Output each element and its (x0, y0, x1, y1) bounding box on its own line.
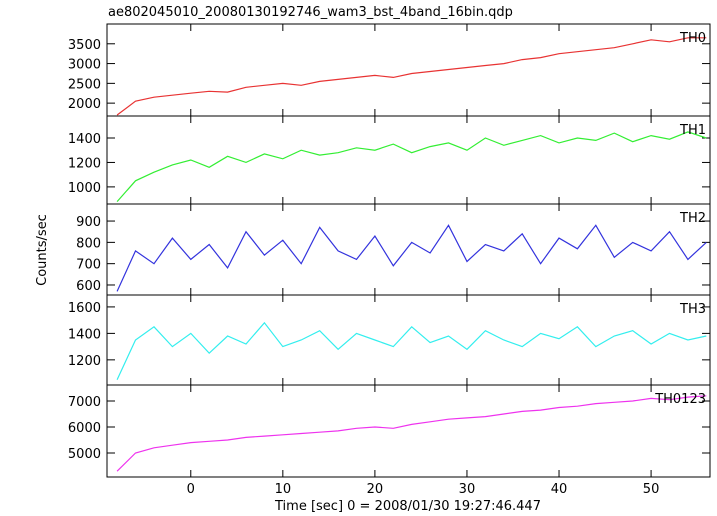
x-axis-label: Time [sec] 0 = 2008/01/30 19:27:46.447 (274, 499, 541, 514)
y-tick-label: 3500 (68, 38, 101, 53)
y-tick-label: 1600 (68, 301, 101, 316)
panel-label: TH2 (679, 211, 706, 226)
y-tick-label: 800 (76, 236, 101, 251)
y-tick-label: 5000 (68, 447, 101, 462)
panel-label: TH0 (679, 31, 706, 46)
panel-frame (106, 115, 711, 205)
panel-label: TH0123 (654, 392, 706, 407)
x-tick-label: 40 (551, 482, 568, 497)
data-line (116, 224, 707, 292)
x-tick-label: 0 (187, 482, 195, 497)
y-tick-label: 1400 (68, 327, 101, 342)
y-tick-label: 900 (76, 215, 101, 230)
data-line (116, 37, 707, 116)
x-tick-label: 30 (459, 482, 476, 497)
y-tick-label: 3000 (68, 58, 101, 73)
y-tick-label: 700 (76, 258, 101, 273)
panel-frame (106, 23, 711, 117)
x-tick-label: 20 (367, 482, 384, 497)
y-tick-label: 1200 (68, 156, 101, 171)
panel-frame (106, 384, 711, 478)
data-line (116, 395, 707, 472)
y-tick-label: 7000 (68, 395, 101, 410)
y-tick-label: 2500 (68, 77, 101, 92)
y-tick-label: 600 (76, 279, 101, 294)
x-tick-label: 50 (643, 482, 660, 497)
y-tick-label: 1200 (68, 354, 101, 369)
y-tick-label: 1000 (68, 181, 101, 196)
chart-title: ae802045010_20080130192746_wam3_bst_4ban… (108, 5, 513, 20)
y-tick-label: 6000 (68, 421, 101, 436)
y-tick-label: 1400 (68, 132, 101, 147)
y-tick-label: 2000 (68, 97, 101, 112)
panel-label: TH1 (679, 123, 706, 138)
y-axis-label: Counts/sec (35, 214, 50, 286)
panel-label: TH3 (679, 302, 706, 317)
data-line (116, 131, 707, 202)
data-line (116, 321, 707, 380)
panel-frame (106, 203, 711, 296)
x-tick-label: 10 (275, 482, 292, 497)
